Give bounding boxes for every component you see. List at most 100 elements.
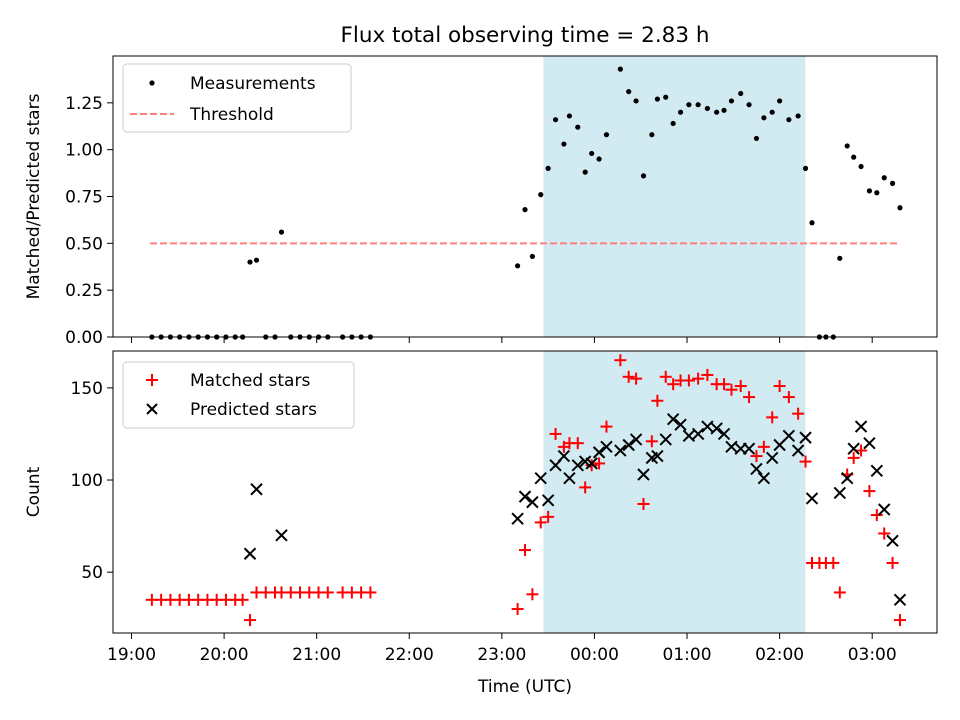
matched-star-point <box>534 516 547 529</box>
x-tick-label: 19:00 <box>107 645 156 665</box>
y-tick-label: 100 <box>71 471 103 491</box>
measurement-point <box>858 163 864 170</box>
panel-ratio: 0.00 0.25 0.50 0.75 1.00 1.25 Matched/Predict… <box>24 55 938 348</box>
matched-star-point <box>579 481 592 494</box>
matched-star-point <box>692 372 705 385</box>
measurement-point <box>626 88 632 95</box>
measurement-point <box>795 113 801 119</box>
matched-star-point <box>766 411 779 424</box>
matched-star-point <box>878 527 891 540</box>
measurement-point <box>874 190 880 196</box>
matched-star-point <box>734 380 747 393</box>
y-tick-label: 50 <box>81 563 103 583</box>
predicted-star-point <box>791 444 805 457</box>
matched-star-point <box>757 440 770 453</box>
predicted-star-point <box>534 471 547 485</box>
y-axis-ticks-bottom: 50 100 150 <box>71 379 113 583</box>
matched-star-point <box>863 485 876 498</box>
chart-title: Flux total observing time = 2.83 h <box>341 23 710 48</box>
predicted-star-point <box>614 444 627 457</box>
matched-star-point <box>799 455 812 468</box>
x-axis-ticks-top <box>131 337 873 343</box>
matched-star-point <box>667 378 680 391</box>
predicted-star-point <box>750 462 763 476</box>
predicted-star-point <box>863 436 876 450</box>
matched-star-point <box>571 437 584 450</box>
predicted-star-point <box>250 483 263 496</box>
measurement-point <box>514 263 521 269</box>
measurement-point <box>529 253 536 260</box>
predicted-star-point <box>717 427 731 441</box>
measurement-point <box>589 150 595 157</box>
predicted-star-point <box>710 422 723 435</box>
matched-star-point <box>511 603 524 616</box>
predicted-star-point <box>799 431 812 444</box>
measurement-point <box>769 109 775 115</box>
matched-star-point <box>682 374 695 387</box>
measurement-point <box>837 255 843 261</box>
matched-star-point <box>549 427 562 440</box>
y-tick-label: 0.25 <box>65 281 103 301</box>
predicted-star-point <box>805 492 819 505</box>
predicted-star-point <box>773 438 786 452</box>
measurement-point <box>704 105 710 112</box>
measurement-point <box>663 94 669 100</box>
y-tick-label: 0.00 <box>65 328 103 348</box>
predicted-star-point <box>592 446 606 459</box>
predicted-star-point <box>854 420 868 433</box>
legend-marker-matched <box>146 374 158 386</box>
measurement-point <box>617 66 623 72</box>
matched-star-point <box>792 407 805 420</box>
observing-window-shade-top <box>543 56 806 337</box>
observing-window-shade-bottom <box>543 351 806 633</box>
predicted-star-point <box>511 512 524 525</box>
matched-star-point <box>870 509 883 522</box>
predicted-star-point <box>541 494 555 507</box>
x-axis-ticks-bottom: 19:00 20:00 21:00 22:00 23:00 00:00 01:00 02:00… <box>107 633 897 665</box>
predicted-star-point <box>870 464 884 478</box>
measurement-point <box>561 141 567 147</box>
matched-star-point <box>750 450 763 463</box>
matched-star-point <box>651 394 664 407</box>
predicted-star-point <box>629 433 643 446</box>
predicted-star-point <box>742 442 756 455</box>
measurement-point <box>633 98 639 104</box>
measurement-point <box>253 257 260 263</box>
legend-frame-bottom <box>122 361 355 429</box>
x-tick-label: 21:00 <box>292 645 341 665</box>
matched-star-point <box>542 510 555 523</box>
measurement-point <box>844 143 850 149</box>
matched-star-point <box>593 457 606 470</box>
measurement-point <box>640 173 647 179</box>
count-points <box>145 354 907 627</box>
y-axis-ticks-top: 0.00 0.25 0.50 0.75 1.00 1.25 <box>65 94 113 348</box>
matched-star-point <box>519 544 531 557</box>
predicted-star-point <box>691 427 705 441</box>
matched-star-point <box>847 451 860 464</box>
matched-star-point <box>701 368 714 381</box>
legend-label-matched: Matched stars <box>190 371 310 391</box>
predicted-star-point <box>526 495 539 509</box>
measurement-point <box>746 102 752 108</box>
legend-label-measurements: Measurements <box>190 74 316 94</box>
measurement-point <box>881 175 887 181</box>
matched-star-point <box>743 391 756 404</box>
y-tick-label: 0.75 <box>65 188 103 208</box>
predicted-star-point <box>275 529 288 542</box>
measurement-point <box>552 117 559 123</box>
measurement-point <box>777 98 783 104</box>
measurement-point <box>686 102 692 108</box>
measurement-point <box>582 169 588 175</box>
x-tick-label: 01:00 <box>663 645 712 665</box>
measurement-point <box>596 156 602 162</box>
y-tick-label: 1.00 <box>65 141 103 161</box>
legend-label-predicted: Predicted stars <box>190 400 317 420</box>
measurement-point <box>897 205 903 211</box>
matched-star-point <box>236 593 249 606</box>
matched-star-point <box>782 391 795 404</box>
predicted-star-point <box>682 429 696 442</box>
matched-star-point <box>244 614 257 627</box>
predicted-star-point <box>659 433 672 446</box>
predicted-star-point <box>563 471 576 485</box>
